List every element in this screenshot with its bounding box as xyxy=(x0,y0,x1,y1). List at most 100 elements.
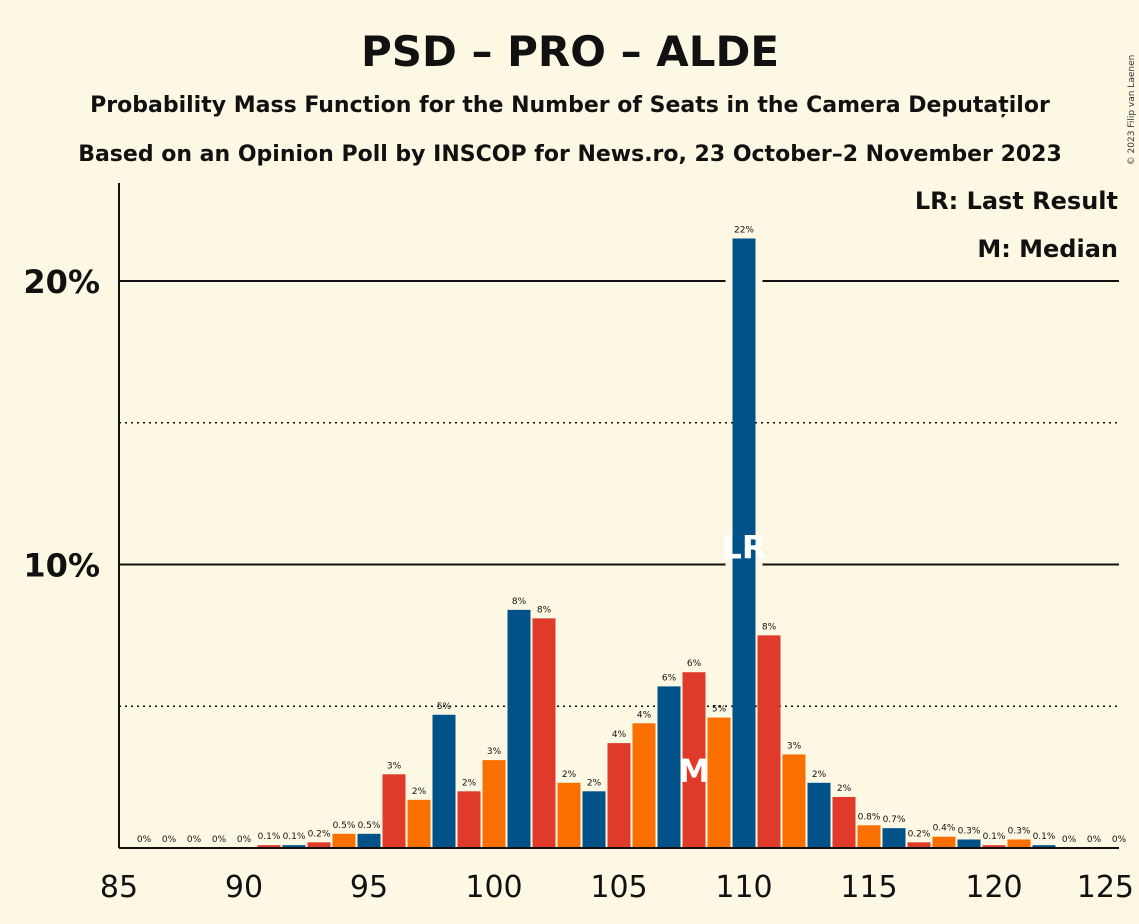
bar-seat-105 xyxy=(607,743,631,848)
data-label-seat-117: 0.2% xyxy=(908,829,931,839)
data-label-seat-100: 3% xyxy=(487,747,502,757)
data-label-seat-87: 0% xyxy=(162,835,177,845)
bar-seat-119 xyxy=(957,839,981,848)
gridline-gap xyxy=(755,279,763,283)
x-tick-label: 120 xyxy=(965,870,1022,905)
data-label-seat-108: 6% xyxy=(687,659,702,669)
data-label-seat-95: 0.5% xyxy=(358,821,381,831)
bar-seat-99 xyxy=(457,791,481,848)
data-label-seat-120: 0.1% xyxy=(983,832,1006,842)
gridline-gap xyxy=(725,562,733,567)
bar-seat-92 xyxy=(282,845,306,848)
data-label-seat-115: 0.8% xyxy=(858,812,881,822)
x-tick-label: 110 xyxy=(715,870,772,905)
bar-seat-117 xyxy=(907,842,931,848)
x-tick-label: 95 xyxy=(350,870,388,905)
data-label-seat-107: 6% xyxy=(662,673,677,683)
bar-seat-100 xyxy=(482,760,506,848)
bar-seat-120 xyxy=(982,845,1006,848)
data-label-seat-122: 0.1% xyxy=(1033,832,1056,842)
data-label-seat-89: 0% xyxy=(212,835,227,845)
legend-last-result: LR: Last Result xyxy=(915,187,1118,215)
data-label-seat-111: 8% xyxy=(762,622,777,632)
data-label-seat-97: 2% xyxy=(412,787,427,797)
data-label-seat-90: 0% xyxy=(237,835,252,845)
bar-seat-98 xyxy=(432,714,456,848)
bar-seat-107 xyxy=(657,686,681,848)
data-label-seat-121: 0.3% xyxy=(1008,826,1031,836)
gridlines xyxy=(119,280,1119,707)
y-tick-label: 20% xyxy=(23,263,100,301)
bar-seat-97 xyxy=(407,799,431,848)
bar-seat-111 xyxy=(757,635,781,848)
data-label-seat-103: 2% xyxy=(562,770,577,780)
data-label-seat-94: 0.5% xyxy=(333,821,356,831)
data-label-seat-102: 8% xyxy=(537,605,552,615)
data-label-seat-109: 5% xyxy=(712,705,727,715)
bar-seat-115 xyxy=(857,825,881,848)
data-label-seat-106: 4% xyxy=(637,710,652,720)
x-tick-label: 125 xyxy=(1077,870,1134,905)
bar-seat-112 xyxy=(782,754,806,848)
chart-subtitle: Probability Mass Function for the Number… xyxy=(90,93,1050,118)
data-label-seat-91: 0.1% xyxy=(258,832,281,842)
data-label-seat-125: 0% xyxy=(1112,835,1127,845)
chart-source: Based on an Opinion Poll by INSCOP for N… xyxy=(78,142,1062,167)
bars: 0% 0% 0% 0% 0% 0.1% 0.1% 0.2%0.5% 0.5%3%2%5%2%3%… xyxy=(137,225,1127,849)
bar-seat-116 xyxy=(882,828,906,848)
data-label-seat-124: 0% xyxy=(1087,835,1102,845)
data-label-seat-118: 0.4% xyxy=(933,824,956,834)
legend-median: M: Median xyxy=(977,235,1118,263)
bar-seat-91 xyxy=(257,845,281,848)
x-tick-label: 115 xyxy=(840,870,897,905)
bar-seat-96 xyxy=(382,774,406,848)
bar-seat-106 xyxy=(632,723,656,848)
x-tick-label: 85 xyxy=(100,870,138,905)
data-label-seat-93: 0.2% xyxy=(308,829,331,839)
data-label-seat-86: 0% xyxy=(137,835,152,845)
bar-seat-118 xyxy=(932,836,956,848)
copyright-notice: © 2023 Filip van Laenen xyxy=(1127,55,1137,166)
data-label-seat-99: 2% xyxy=(462,778,477,788)
bar-seat-121 xyxy=(1007,839,1031,848)
axes: 10% 20% 85 90 95 100 105 110 115 120 125 xyxy=(23,183,1134,905)
data-label-seat-110: 22% xyxy=(734,225,754,235)
data-label-seat-112: 3% xyxy=(787,741,802,751)
bar-seat-102 xyxy=(532,618,556,848)
bar-seat-109 xyxy=(707,717,731,848)
bar-seat-101 xyxy=(507,609,531,848)
bar-seat-122 xyxy=(1032,845,1056,848)
data-label-seat-98: 5% xyxy=(437,702,452,712)
chart-title: PSD – PRO – ALDE xyxy=(361,27,779,76)
bar-seat-93 xyxy=(307,842,331,848)
data-label-seat-88: 0% xyxy=(187,835,202,845)
gridline-gap xyxy=(755,562,763,567)
bar-seat-103 xyxy=(557,782,581,848)
bar-seat-113 xyxy=(807,782,831,848)
x-tick-label: 90 xyxy=(225,870,263,905)
x-tick-label: 100 xyxy=(465,870,522,905)
bar-seat-95 xyxy=(357,833,381,848)
y-tick-label: 10% xyxy=(23,547,100,585)
data-label-seat-123: 0% xyxy=(1062,835,1077,845)
data-label-seat-96: 3% xyxy=(387,761,402,771)
data-label-seat-92: 0.1% xyxy=(283,832,306,842)
data-label-seat-101: 8% xyxy=(512,597,527,607)
data-label-seat-119: 0.3% xyxy=(958,826,981,836)
markers: LR M xyxy=(678,279,767,790)
data-label-seat-113: 2% xyxy=(812,770,827,780)
data-label-seat-105: 4% xyxy=(612,730,627,740)
x-tick-label: 105 xyxy=(590,870,647,905)
gridline-gap xyxy=(725,279,733,283)
bar-seat-110 xyxy=(732,238,756,849)
bar-seat-108 xyxy=(682,672,706,848)
median-marker: M xyxy=(678,752,710,790)
bar-seat-94 xyxy=(332,833,356,848)
bar-seat-114 xyxy=(832,796,856,848)
data-label-seat-104: 2% xyxy=(587,778,602,788)
data-label-seat-114: 2% xyxy=(837,784,852,794)
data-label-seat-116: 0.7% xyxy=(883,815,906,825)
last-result-marker: LR xyxy=(721,529,766,567)
bar-seat-104 xyxy=(582,791,606,848)
